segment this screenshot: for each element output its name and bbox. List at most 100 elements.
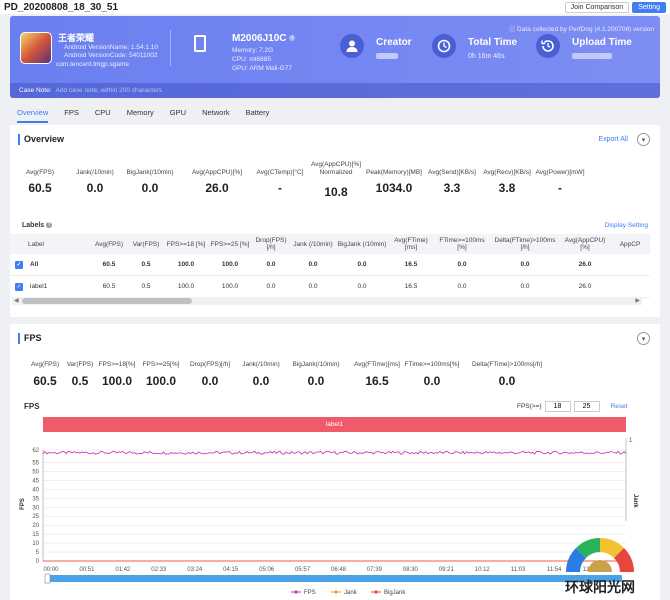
metric-value: 3.8 <box>498 181 516 195</box>
column-header: Drop(FPS) [/h] <box>255 237 287 251</box>
table-cell: 60.5 <box>102 283 116 290</box>
range-slider-handle-left <box>44 573 51 584</box>
metric: Avg(AppCPU)[%] Normalized 10.8 <box>301 161 371 199</box>
legend-marker <box>294 590 298 594</box>
x-tick-label: 05:57 <box>295 567 311 573</box>
metric-value: 100.0 <box>101 374 133 388</box>
metric-value: 60.5 <box>28 181 52 195</box>
join-comparison-button[interactable]: Join Comparison <box>564 1 630 13</box>
x-tick-label: 07:39 <box>367 567 383 573</box>
x-tick-label: 11:03 <box>511 567 526 573</box>
tab-fps[interactable]: FPS <box>64 108 79 117</box>
device-name: M2006J10C i <box>232 33 296 44</box>
y-tick-label: 20 <box>32 523 39 529</box>
app-version-code: Android VersionCode: 54011002 <box>64 52 158 59</box>
metric-label: Avg(CTemp)[°C] <box>256 169 304 176</box>
divider <box>170 30 171 66</box>
table-cell: 0.0 <box>520 283 530 290</box>
fps-metric: Var(FPS) 0.5 <box>40 361 120 388</box>
metric-label: Avg(AppCPU)[%] <box>191 169 243 176</box>
display-setting-link[interactable]: Display Setting <box>604 222 648 229</box>
table-cell: 0.5 <box>141 283 151 290</box>
horizontal-scrollbar[interactable]: ◀ ▶ <box>12 297 642 305</box>
metric-label: BigJank(/10min) <box>126 169 174 176</box>
fps-threshold-label: FPS(>=) <box>517 403 542 410</box>
fps-metric: FPS>=25[%] 100.0 <box>121 361 201 388</box>
row-label-text: All <box>30 260 39 268</box>
metric-value: 16.5 <box>365 374 389 388</box>
collapse-icon[interactable]: ▾ <box>637 133 650 146</box>
metric-label: Avg(FTime)[ms] <box>354 361 400 368</box>
scroll-left-icon[interactable]: ◀ <box>14 298 19 304</box>
setting-button[interactable]: Setting <box>632 1 666 13</box>
tab-gpu[interactable]: GPU <box>169 108 187 117</box>
y2-tick-label: 1 <box>629 438 633 444</box>
table-row[interactable]: ✓ All 60.5 0.5 100.0 100.0 0.0 0.0 0.0 16.5 0.0 0.0… <box>10 254 650 276</box>
checkbox[interactable]: ✓ <box>15 282 23 291</box>
metric-label: Avg(AppCPU)[%] Normalized <box>310 161 362 176</box>
column-header: Jank (/10min) <box>293 240 333 248</box>
table-row[interactable]: ✓ label1 60.5 0.5 100.0 100.0 0.0 0.0 0.0 16.5 0.0… <box>10 276 650 298</box>
x-tick-label: 05:06 <box>259 567 275 573</box>
fps-threshold-high-input[interactable] <box>573 401 600 412</box>
case-note-placeholder: Add case note, within 200 characters <box>55 87 163 94</box>
metric-value: 10.8 <box>324 185 348 199</box>
table-cell: 100.0 <box>177 261 195 268</box>
reset-button[interactable]: Reset <box>610 403 628 410</box>
table-cell: 60.5 <box>102 261 116 268</box>
watermark-text: 环球阳光网 <box>565 579 635 595</box>
y-tick-label: 0 <box>36 559 40 565</box>
case-note-input[interactable]: Case Note: Add case note, within 200 char… <box>10 83 660 98</box>
scroll-right-icon[interactable]: ▶ <box>635 298 640 304</box>
export-all-link[interactable]: Export All <box>598 136 628 143</box>
metric: BigJank(/10min) 0.0 <box>115 169 185 195</box>
fps-chart[interactable]: 0 5 10 15 20 25 30 35 40 45 50 55 62 1 Jank FPS 00:00 00:… <box>0 432 670 600</box>
legend-label: Jank <box>344 590 358 596</box>
metric-value: 0.0 <box>86 181 104 195</box>
total-time-label: Total Time <box>468 37 518 48</box>
table-cell: 0.0 <box>308 283 318 290</box>
fps-threshold-low-input[interactable] <box>544 401 571 412</box>
metric-label: Peak(Memory)[MB] <box>366 169 422 176</box>
y2-axis-label: Jank <box>632 494 638 508</box>
fps-metric: FTime>=100ms[%] 0.0 <box>392 361 472 388</box>
y-tick-label: 25 <box>32 514 39 520</box>
tab-cpu[interactable]: CPU <box>94 108 111 117</box>
metric-label: FPS>=18[%] <box>98 361 136 368</box>
checkbox[interactable]: ✓ <box>15 260 23 269</box>
table-cell: 26.0 <box>578 283 592 290</box>
y-tick-label: 35 <box>32 496 39 502</box>
column-header: Label <box>28 240 44 248</box>
tab-overview[interactable]: Overview <box>17 104 49 123</box>
table-cell: 16.5 <box>404 261 418 268</box>
data-collected-note: ⓘ Data collected by PerfDog (4.1.200708)… <box>508 26 654 33</box>
x-tick-label: 06:48 <box>331 567 347 573</box>
tab-network[interactable]: Network <box>202 108 230 117</box>
watermark: 环球阳光网 <box>540 528 660 598</box>
y-tick-label: 30 <box>32 505 39 511</box>
metric-value: 3.3 <box>443 181 461 195</box>
metric-label: Jank(/10min) <box>242 361 280 368</box>
creator-icon <box>340 34 364 58</box>
scrollbar-thumb[interactable] <box>22 298 192 304</box>
tab-memory[interactable]: Memory <box>126 108 154 117</box>
metric: Avg(CTemp)[°C] - <box>245 169 315 195</box>
column-header: Avg(FTime) [ms] <box>394 237 428 251</box>
metric-label: Avg(FPS) <box>25 169 55 176</box>
metric-value: 0.0 <box>307 374 325 388</box>
y-tick-label: 5 <box>36 550 40 556</box>
metric-label: Drop(FPS)[/h] <box>189 361 231 368</box>
collapse-icon[interactable]: ▾ <box>637 332 650 345</box>
fps-title: FPS <box>18 333 42 344</box>
x-tick-label: 02:33 <box>151 567 167 573</box>
clock-icon <box>432 34 456 58</box>
tab-battery[interactable]: Battery <box>245 108 270 117</box>
legend-label: BigJank <box>384 590 406 596</box>
metric: Peak(Memory)[MB] 1034.0 <box>359 169 429 195</box>
label-range-bar[interactable]: label1 <box>43 417 626 432</box>
metric-value: - <box>278 181 282 195</box>
fps-metric: BigJank(/10min) 0.0 <box>276 361 356 388</box>
metric-label: BigJank(/10min) <box>292 361 340 368</box>
range-slider <box>45 575 622 582</box>
metric-label: Avg(Recv)[KB/s] <box>483 169 531 176</box>
